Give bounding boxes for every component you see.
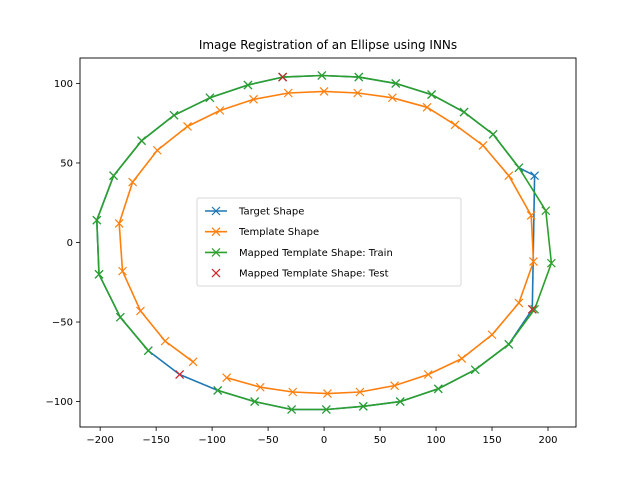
data-point-2-24 [358,401,368,411]
x-tick-label-2: −100 [198,435,225,446]
data-point-2-23 [395,397,405,406]
x-tick-label-6: 100 [426,435,445,446]
y-tick-label-3: 50 [60,158,73,169]
series-line-1 [118,90,535,395]
data-point-1-21 [487,330,497,340]
x-tick-label-8: 200 [538,435,557,446]
legend-marker-2 [211,247,221,257]
data-point-1-28 [255,382,265,392]
data-point-1-0 [188,357,198,367]
data-point-1-15 [450,120,460,130]
data-point-2-13 [427,90,436,100]
legend-label-0: Target Shape [238,207,304,218]
series-3 [175,72,537,379]
data-point-1-10 [283,88,293,98]
data-point-2-8 [243,80,253,90]
data-point-2-12 [391,79,401,88]
data-point-2-2 [94,269,104,279]
data-point-2-7 [205,93,215,103]
data-point-2-22 [433,384,443,394]
legend: Target Shape Template Shape Mapped Templat… [196,197,462,287]
chart-title: Image Registration of an Ellipse using I… [199,38,457,52]
data-point-2-1 [115,312,125,322]
data-point-2-19 [530,304,539,314]
legend-entry-1: Template Shape [205,227,319,238]
data-point-2-27 [250,397,260,406]
data-point-1-8 [215,106,225,115]
data-point-2-11 [354,72,364,82]
data-point-1-18 [526,211,536,220]
data-point-2-6 [169,110,179,120]
legend-marker-0 [211,206,221,216]
data-point-1-3 [118,266,127,276]
data-point-1-26 [323,389,332,399]
data-point-2-5 [137,136,147,146]
y-tick-label-1: −50 [52,318,73,329]
x-tick-label-7: 150 [482,435,501,446]
data-point-2-20 [504,339,514,349]
data-point-2-17 [541,206,551,216]
y-tick-label-4: 100 [54,79,73,90]
data-point-1-2 [136,306,145,316]
legend-marker-1 [211,227,221,237]
data-point-2-10 [317,71,327,80]
data-point-3-1 [527,304,537,314]
data-point-3-2 [175,370,185,379]
y-tick-label-2: 0 [67,238,73,249]
x-tick-label-4: 0 [321,435,327,446]
legend-entry-3: Mapped Template Shape: Test [211,268,389,280]
legend-box [196,197,462,287]
data-point-2-25 [321,405,331,414]
series-1 [114,86,538,399]
data-point-1-12 [353,88,363,98]
data-point-1-20 [514,298,524,308]
data-point-1-27 [288,387,298,397]
data-point-1-6 [152,145,162,155]
data-point-3-0 [278,72,288,82]
data-point-2-28 [213,385,223,395]
legend-label-2: Mapped Template Shape: Train [239,248,393,259]
data-point-0-8 [530,171,539,181]
legend-label-3: Mapped Template Shape: Test [239,269,389,280]
x-tick-label-0: −200 [86,435,113,446]
data-point-2-3 [92,215,102,225]
data-point-1-29 [222,373,232,383]
data-point-1-17 [504,171,514,181]
data-point-2-26 [287,405,297,414]
x-tick-label-3: −50 [258,435,279,446]
data-point-1-7 [183,121,192,131]
legend-marker-3 [211,268,221,278]
data-point-2-0 [143,346,153,356]
data-point-1-13 [387,93,397,103]
data-point-1-19 [529,257,538,267]
data-point-1-24 [390,381,400,391]
data-point-1-1 [160,336,170,346]
legend-entry-2: Mapped Template Shape: Train [205,248,393,259]
data-point-1-23 [423,370,433,379]
data-point-1-11 [319,86,329,96]
data-point-1-25 [355,387,365,397]
data-point-1-4 [114,218,124,228]
x-tick-label-5: 50 [374,435,387,446]
data-point-2-4 [109,171,119,181]
data-point-1-14 [422,102,432,112]
data-point-2-14 [459,107,469,117]
series-2 [92,71,556,414]
data-point-2-16 [514,163,524,173]
x-tick-label-1: −150 [142,435,169,446]
data-point-1-5 [128,177,138,187]
data-point-2-15 [488,129,498,139]
plot-area: −200 −150 −100 −50 0 50 100 150 200 −100 −50 0 50 100 [46,57,577,446]
y-tick-label-0: −100 [46,397,73,408]
legend-entry-0: Target Shape [205,207,304,218]
data-point-2-21 [470,365,480,375]
data-point-1-16 [478,141,488,150]
legend-label-1: Template Shape [238,227,319,238]
data-point-1-22 [457,354,467,364]
data-point-1-9 [249,94,258,104]
data-point-2-18 [546,258,556,268]
